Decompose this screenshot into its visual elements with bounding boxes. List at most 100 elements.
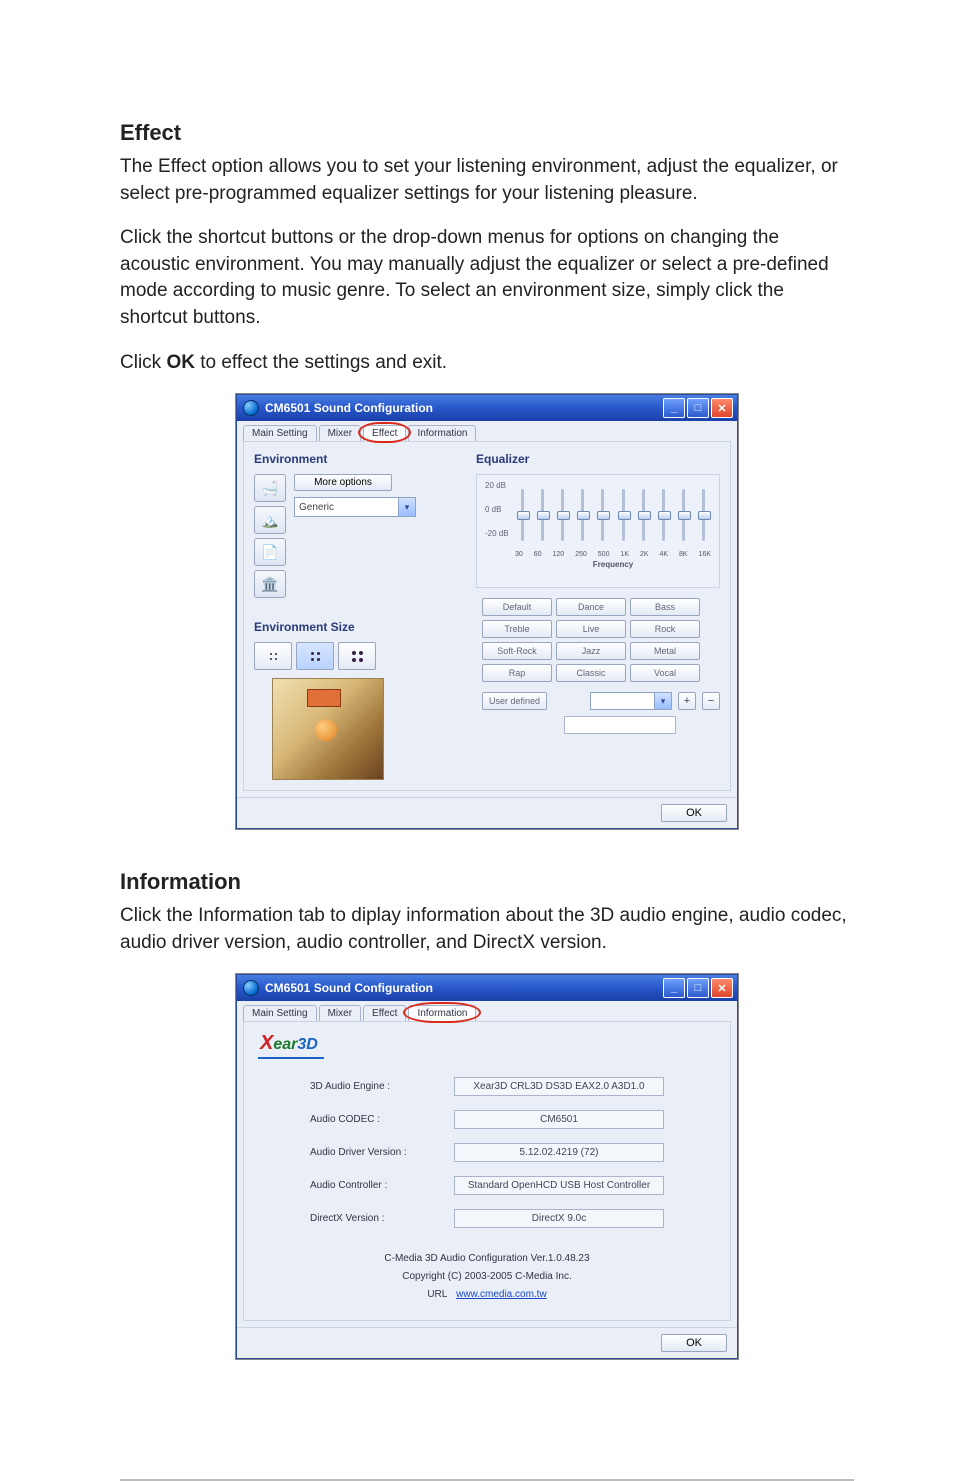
preset-bass[interactable]: Bass <box>630 598 700 616</box>
eq-x: 250 <box>575 551 587 558</box>
info-row: DirectX Version : DirectX 9.0c <box>310 1209 664 1228</box>
maximize-button[interactable]: □ <box>687 398 709 418</box>
info-value-codec: CM6501 <box>454 1110 664 1129</box>
preset-classic[interactable]: Classic <box>556 664 626 682</box>
env-preset-icon-4[interactable]: 🏛️ <box>254 570 286 598</box>
info-label-engine: 3D Audio Engine : <box>310 1081 440 1092</box>
minimize-button[interactable]: _ <box>663 398 685 418</box>
eq-slider[interactable] <box>657 489 671 549</box>
close-button[interactable]: ✕ <box>711 978 733 998</box>
xear3d-logo: Xear3D <box>258 1032 324 1059</box>
user-defined-name-field[interactable] <box>564 716 676 734</box>
env-size-medium[interactable] <box>296 642 334 670</box>
eq-slider[interactable] <box>697 489 711 549</box>
info-row: 3D Audio Engine : Xear3D CRL3D DS3D EAX2… <box>310 1077 664 1096</box>
eq-slider[interactable] <box>576 489 590 549</box>
titlebar: CM6501 Sound Configuration _ □ ✕ <box>237 395 737 421</box>
eq-slider[interactable] <box>555 489 569 549</box>
user-defined-remove[interactable]: − <box>702 692 720 710</box>
effect-heading: Effect <box>120 120 854 146</box>
tab-information[interactable]: Information <box>408 1005 476 1021</box>
window-title: CM6501 Sound Configuration <box>265 401 433 415</box>
eq-slider[interactable] <box>596 489 610 549</box>
effect-p2: Click the shortcut buttons or the drop-d… <box>120 225 854 331</box>
effect-p3-bold: OK <box>166 352 195 373</box>
preset-live[interactable]: Live <box>556 620 626 638</box>
user-defined-button[interactable]: User defined <box>482 692 547 710</box>
preset-vocal[interactable]: Vocal <box>630 664 700 682</box>
user-defined-value <box>591 693 654 709</box>
info-url-link[interactable]: www.cmedia.com.tw <box>456 1289 547 1300</box>
chevron-down-icon: ▾ <box>398 498 415 516</box>
eq-slider[interactable] <box>636 489 650 549</box>
environment-dropdown-value: Generic <box>295 502 398 513</box>
info-label-controller: Audio Controller : <box>310 1180 440 1191</box>
minimize-button[interactable]: _ <box>663 978 685 998</box>
tab-row: Main Setting Mixer Effect Information <box>237 1001 737 1021</box>
tab-effect[interactable]: Effect <box>363 1005 406 1021</box>
app-icon <box>243 980 259 996</box>
info-row: Audio CODEC : CM6501 <box>310 1110 664 1129</box>
tab-effect[interactable]: Effect <box>363 425 406 441</box>
env-preset-icon-2[interactable]: 🏔️ <box>254 506 286 534</box>
ok-button[interactable]: OK <box>661 1334 727 1352</box>
logo-x: X <box>260 1032 273 1055</box>
ok-button[interactable]: OK <box>661 804 727 822</box>
tab-main-setting[interactable]: Main Setting <box>243 1005 317 1021</box>
tab-information[interactable]: Information <box>408 425 476 441</box>
chevron-down-icon: ▾ <box>654 693 671 709</box>
preset-default[interactable]: Default <box>482 598 552 616</box>
preset-jazz[interactable]: Jazz <box>556 642 626 660</box>
maximize-button[interactable]: □ <box>687 978 709 998</box>
preset-rap[interactable]: Rap <box>482 664 552 682</box>
user-defined-dropdown[interactable]: ▾ <box>590 692 672 710</box>
equalizer-box: 20 dB 0 dB -20 dB <box>476 474 720 588</box>
info-label-directx: DirectX Version : <box>310 1213 440 1224</box>
user-defined-add[interactable]: + <box>678 692 696 710</box>
eq-slider[interactable] <box>535 489 549 549</box>
tab-mixer[interactable]: Mixer <box>319 425 361 441</box>
logo-ear: ear <box>273 1036 297 1054</box>
eq-y-top: 20 dB <box>485 481 506 490</box>
info-value-directx: DirectX 9.0c <box>454 1209 664 1228</box>
eq-x: 1K <box>620 551 629 558</box>
more-options-button[interactable]: More options <box>294 474 392 491</box>
env-preset-icon-1[interactable]: 🛁 <box>254 474 286 502</box>
equalizer-label: Equalizer <box>476 452 720 466</box>
env-size-small[interactable] <box>254 642 292 670</box>
preset-soft-rock[interactable]: Soft-Rock <box>482 642 552 660</box>
preset-treble[interactable]: Treble <box>482 620 552 638</box>
eq-x: 8K <box>679 551 688 558</box>
eq-x: 500 <box>598 551 610 558</box>
eq-x: 30 <box>515 551 523 558</box>
preset-metal[interactable]: Metal <box>630 642 700 660</box>
tab-main-setting[interactable]: Main Setting <box>243 425 317 441</box>
effect-p3-pre: Click <box>120 352 166 373</box>
eq-xlabels: 30 60 120 250 500 1K 2K 4K 8K 16K <box>515 551 711 558</box>
close-button[interactable]: ✕ <box>711 398 733 418</box>
preset-rock[interactable]: Rock <box>630 620 700 638</box>
info-p1: Click the Information tab to diplay info… <box>120 903 854 956</box>
eq-x: 2K <box>640 551 649 558</box>
eq-y-mid: 0 dB <box>485 505 501 514</box>
env-preset-icon-3[interactable]: 📄 <box>254 538 286 566</box>
info-row: Audio Controller : Standard OpenHCD USB … <box>310 1176 664 1195</box>
info-row: Audio Driver Version : 5.12.02.4219 (72) <box>310 1143 664 1162</box>
info-credits-line2: Copyright (C) 2003-2005 C-Media Inc. <box>254 1268 720 1286</box>
environment-dropdown[interactable]: Generic ▾ <box>294 497 416 517</box>
tab-mixer[interactable]: Mixer <box>319 1005 361 1021</box>
info-value-engine: Xear3D CRL3D DS3D EAX2.0 A3D1.0 <box>454 1077 664 1096</box>
environment-preview-image <box>272 678 384 780</box>
info-window: CM6501 Sound Configuration _ □ ✕ Main Se… <box>236 974 738 1359</box>
info-url-row: URL www.cmedia.com.tw <box>254 1286 720 1304</box>
eq-slider[interactable] <box>515 489 529 549</box>
preset-dance[interactable]: Dance <box>556 598 626 616</box>
eq-freq-label: Frequency <box>515 560 711 569</box>
eq-slider[interactable] <box>677 489 691 549</box>
logo-3d: 3D <box>297 1036 317 1054</box>
eq-x: 4K <box>659 551 668 558</box>
env-size-large[interactable] <box>338 642 376 670</box>
eq-slider[interactable] <box>616 489 630 549</box>
info-value-driver: 5.12.02.4219 (72) <box>454 1143 664 1162</box>
eq-y-bot: -20 dB <box>485 529 509 538</box>
